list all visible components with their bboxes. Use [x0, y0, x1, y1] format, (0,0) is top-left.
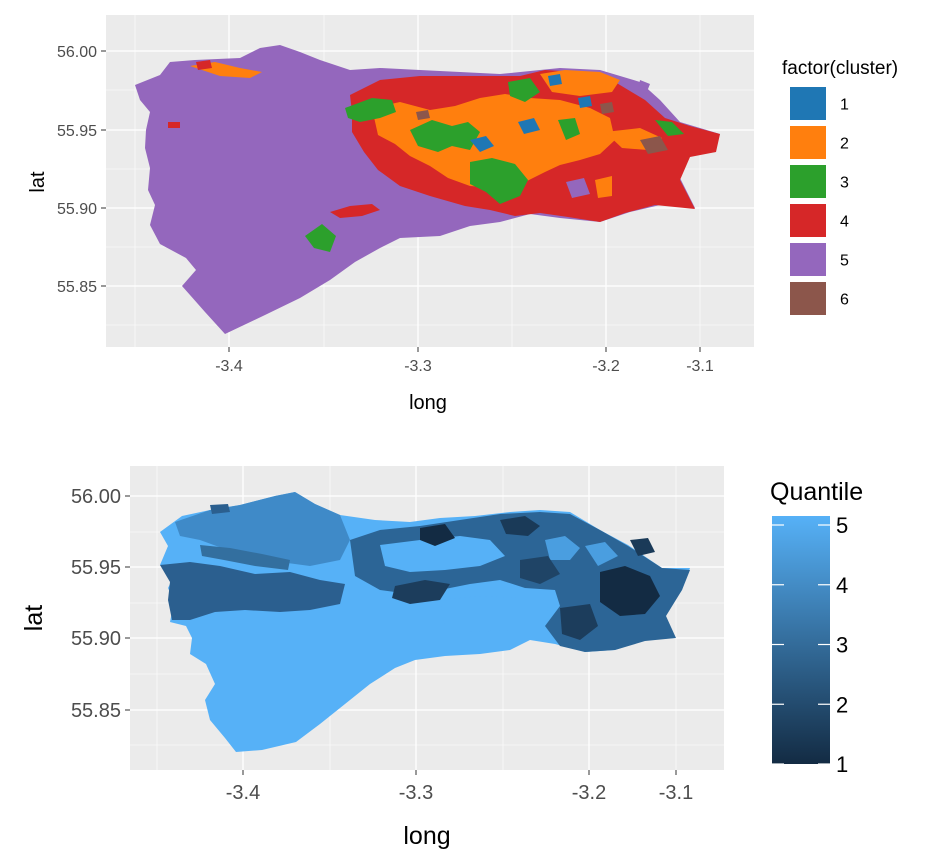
region-cluster-1 [518, 118, 540, 134]
bottom-x-axis-title: long [403, 822, 450, 850]
region-cluster-6 [640, 136, 668, 154]
colorbar-label: 4 [836, 573, 848, 598]
region-cluster-4 [196, 60, 212, 70]
bottom-x-ticks: -3.4 -3.3 -3.2 -3.1 [226, 770, 693, 804]
top-x-tick-label: -3.4 [215, 358, 243, 375]
quantile-colorbar [772, 516, 830, 764]
region-quantile-1 [420, 524, 455, 546]
region-quantile-1 [630, 538, 655, 556]
bottom-y-tick-label: 55.90 [71, 628, 121, 650]
region-cluster-2 [372, 94, 615, 188]
colorbar-label: 2 [836, 692, 848, 717]
bottom-y-ticks: 56.00 55.95 55.90 55.85 [71, 486, 130, 722]
region-quantile-4 [585, 542, 618, 566]
region-cluster-6 [416, 110, 430, 120]
region-cluster-5 [566, 178, 590, 198]
region-cluster-6 [600, 102, 614, 114]
bottom-y-tick-label: 55.85 [71, 700, 121, 722]
region-quantile-4 [545, 536, 580, 560]
legend-swatch-cluster-4 [790, 204, 826, 237]
top-x-tick-label: -3.1 [686, 358, 714, 375]
top-x-axis-title: long [409, 392, 447, 414]
top-x-ticks: -3.4 -3.3 -3.2 -3.1 [215, 347, 714, 375]
bottom-map-panel: 56.00 55.95 55.90 55.85 -3.4 -3.3 -3.2 -… [20, 466, 863, 850]
bottom-legend-title: Quantile [770, 478, 863, 506]
colorbar-label: 1 [836, 752, 848, 777]
region-cluster-4 [330, 204, 380, 218]
region-cluster-4 [168, 122, 180, 128]
region-quantile-3 [160, 562, 345, 620]
legend-label-cluster: 2 [840, 136, 849, 153]
top-legend-title: factor(cluster) [782, 58, 898, 79]
region-quantile-5 [380, 536, 505, 572]
top-y-tick-label: 55.90 [57, 201, 97, 218]
region-quantile-1 [500, 516, 540, 536]
top-legend: factor(cluster) 1 2 3 4 5 6 [782, 58, 898, 315]
top-y-tick-label: 56.00 [57, 44, 97, 61]
legend-swatch-cluster-2 [790, 126, 826, 159]
top-legend-items: 1 2 3 4 5 6 [790, 87, 849, 315]
region-cluster-3 [470, 158, 528, 204]
region-cluster-3 [508, 78, 540, 102]
legend-label-cluster: 5 [840, 253, 849, 270]
bottom-y-axis-title: lat [20, 605, 48, 631]
colorbar-label: 3 [836, 633, 848, 658]
colorbar-label: 5 [836, 513, 848, 538]
region-quantile-2 [520, 556, 560, 584]
region-cluster-1 [578, 96, 592, 108]
region-cluster-5 [638, 80, 650, 94]
top-y-tick-label: 55.95 [57, 123, 97, 140]
top-x-tick-label: -3.2 [592, 358, 620, 375]
legend-label-cluster: 1 [840, 97, 849, 114]
bottom-x-tick-label: -3.4 [226, 782, 260, 804]
legend-label-cluster: 6 [840, 292, 849, 309]
legend-label-cluster: 4 [840, 214, 849, 231]
top-y-tick-label: 55.85 [57, 279, 97, 296]
region-quantile-5 [440, 596, 548, 632]
bottom-x-tick-label: -3.1 [659, 782, 693, 804]
bottom-y-tick-label: 56.00 [71, 486, 121, 508]
top-x-tick-label: -3.3 [404, 358, 432, 375]
region-quantile-2 [560, 604, 598, 640]
region-quantile-2 [392, 580, 450, 604]
bottom-y-tick-label: 55.95 [71, 557, 121, 579]
legend-label-cluster: 3 [840, 175, 849, 192]
bottom-x-tick-label: -3.3 [399, 782, 433, 804]
region-cluster-3 [558, 118, 580, 140]
legend-swatch-cluster-5 [790, 243, 826, 276]
region-quantile-1 [600, 566, 660, 616]
region-cluster-1 [470, 136, 494, 152]
bottom-x-tick-label: -3.2 [572, 782, 606, 804]
region-quantile-3 [200, 545, 290, 570]
quantile-colorbar-ticks: 5 4 3 2 1 [772, 513, 848, 777]
top-map-regions [135, 45, 720, 334]
bottom-legend: Quantile 5 4 3 2 1 [770, 478, 863, 777]
top-y-ticks: 56.00 55.95 55.90 55.85 [57, 44, 106, 296]
region-quantile-3 [210, 504, 230, 514]
top-y-axis-title: lat [27, 171, 49, 193]
region-cluster-3 [345, 98, 396, 122]
region-cluster-1 [548, 74, 562, 86]
legend-swatch-cluster-3 [790, 165, 826, 198]
region-cluster-2 [595, 176, 612, 198]
region-cluster-3 [305, 224, 336, 252]
top-map-panel: 56.00 55.95 55.90 55.85 -3.4 -3.3 -3.2 -… [27, 15, 898, 414]
bottom-map-regions [160, 492, 690, 752]
legend-swatch-cluster-1 [790, 87, 826, 120]
region-cluster-3 [410, 120, 480, 152]
region-cluster-3 [655, 120, 684, 136]
legend-swatch-cluster-6 [790, 282, 826, 315]
